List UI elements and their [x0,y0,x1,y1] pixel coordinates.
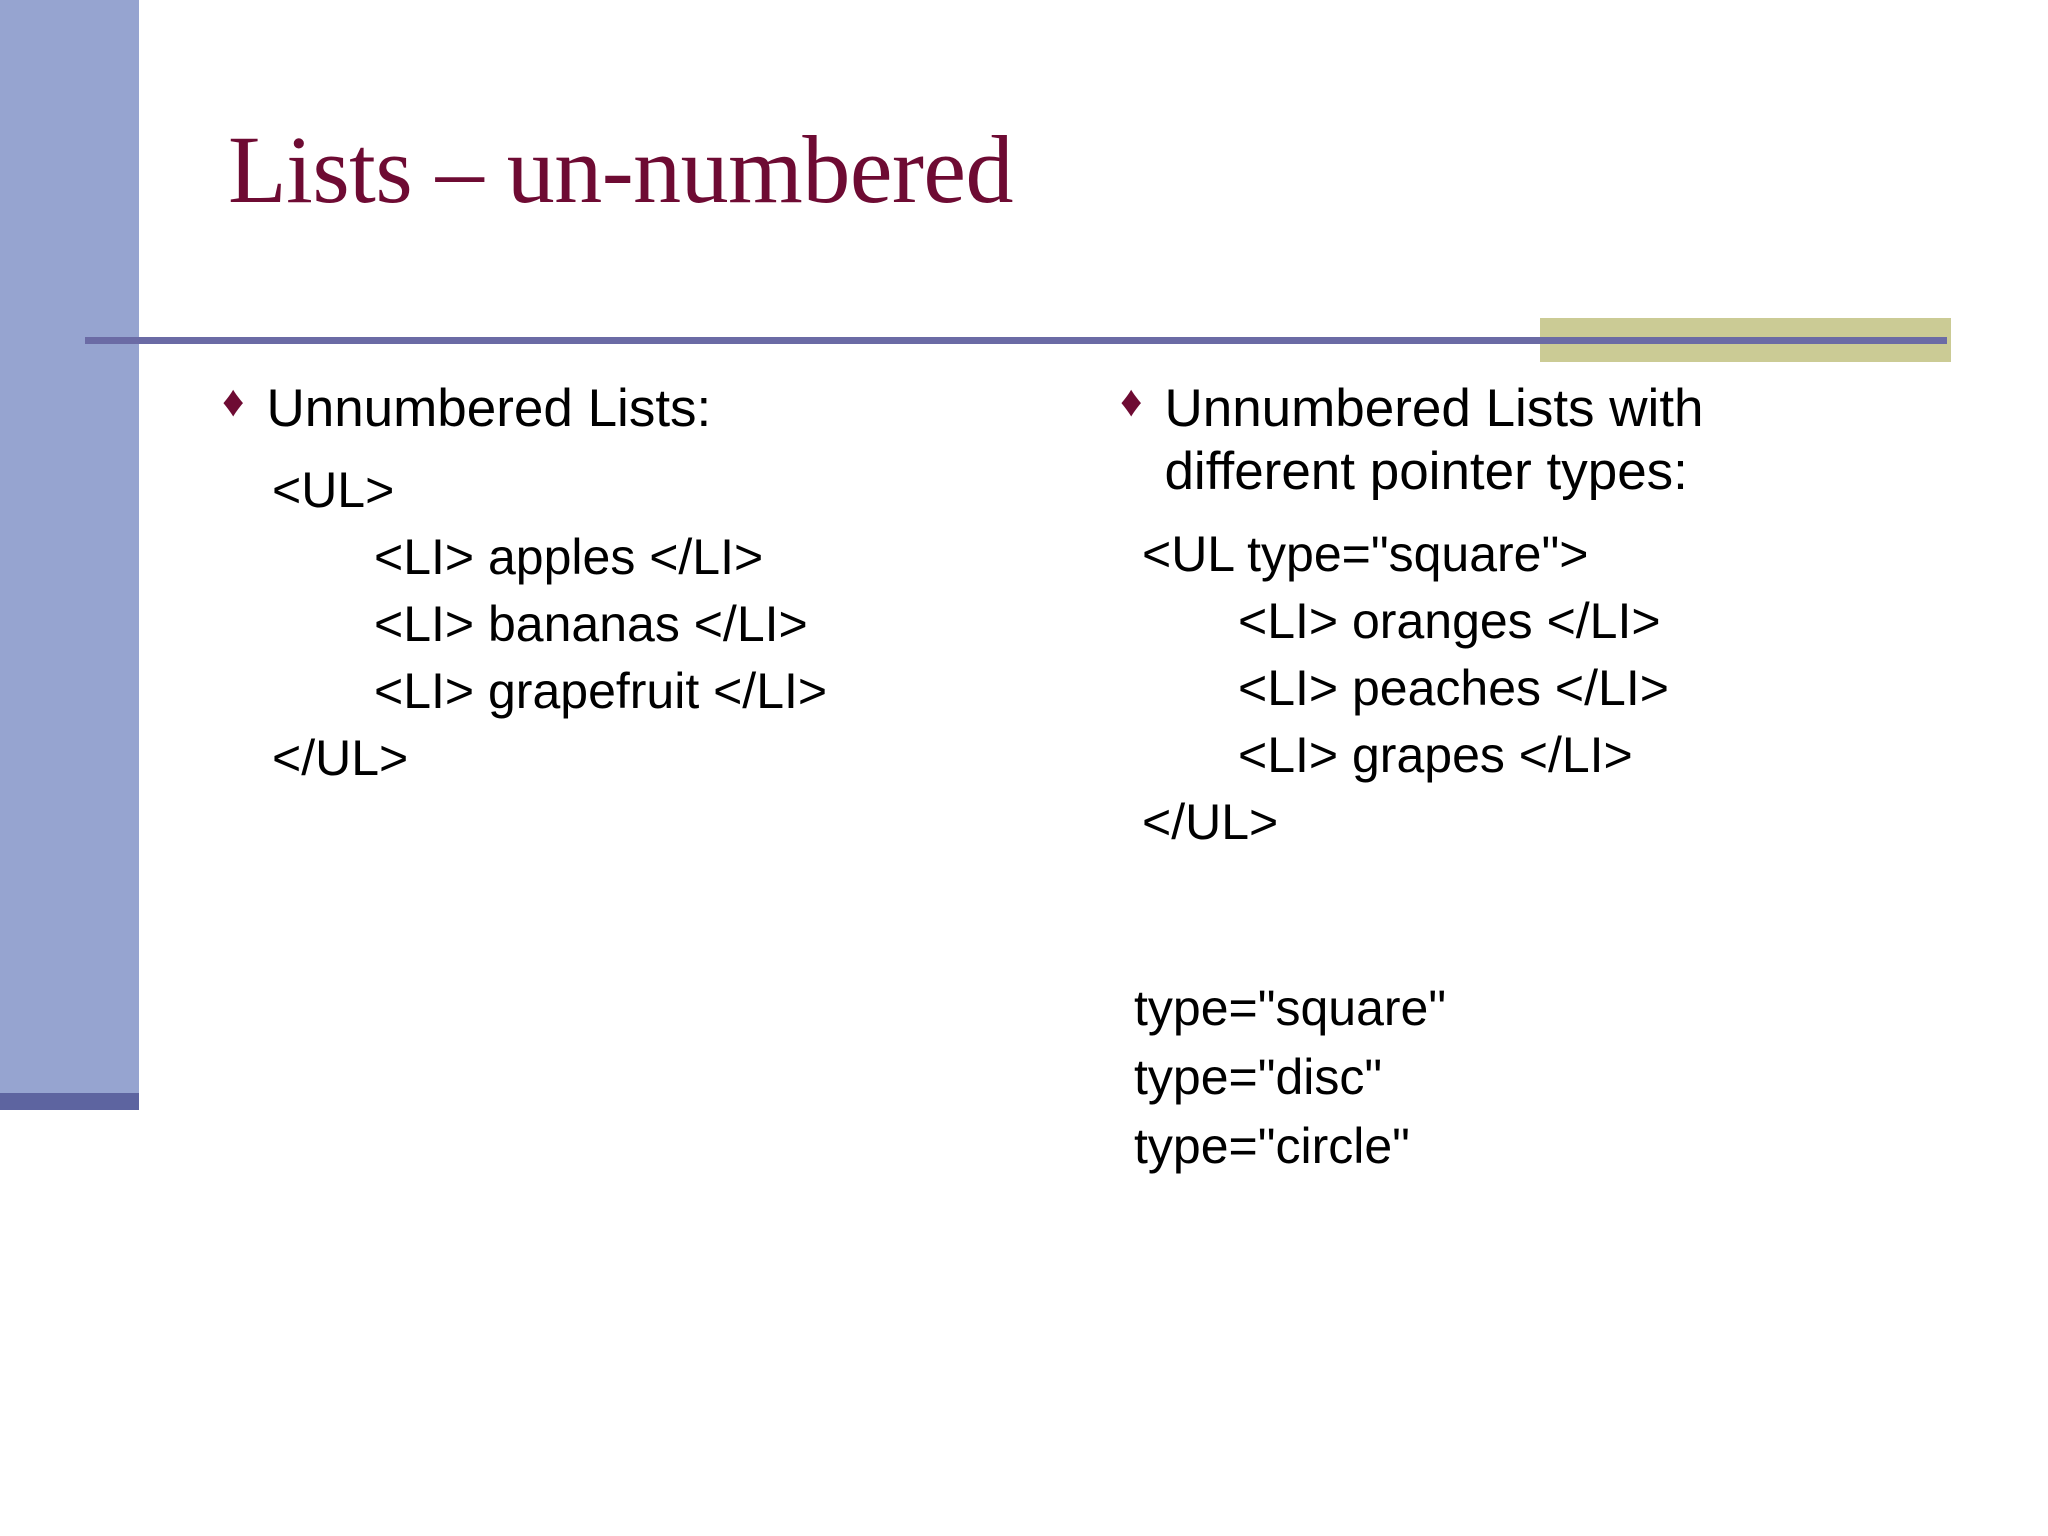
code-line: <LI> peaches </LI> [1238,660,1669,717]
code-line: </UL> [1142,794,1279,851]
left-code-block: <UL> <LI> apples </LI> <LI> bananas </LI… [222,457,1092,792]
pointer-type-line: type="disc" [1134,1049,1383,1106]
left-content-column: ♦ Unnumbered Lists: <UL> <LI> apples </L… [222,377,1092,792]
diamond-bullet-icon: ♦ [1120,377,1143,426]
right-code-block: <UL type="square"> <LI> oranges </LI> <L… [1120,521,1970,856]
code-line: <LI> bananas </LI> [374,595,808,652]
sidebar-decoration-foot [0,1093,139,1110]
code-line: <LI> apples </LI> [374,528,764,585]
left-column-heading-row: ♦ Unnumbered Lists: [222,377,1092,441]
right-column-heading-line-1: Unnumbered Lists with [1164,379,1704,438]
code-line: </UL> [272,729,409,786]
right-column-heading-row: ♦ Unnumbered Lists with different pointe… [1120,377,1970,503]
right-content-column: ♦ Unnumbered Lists with different pointe… [1120,377,1970,1181]
sidebar-decoration-band [0,0,139,1107]
diamond-bullet-icon: ♦ [222,377,245,426]
code-line: <UL type="square"> [1142,526,1589,583]
right-column-heading-line-2: different pointer types: [1164,441,1688,501]
left-column-heading: Unnumbered Lists: [266,379,712,438]
right-column-heading: Unnumbered Lists with different pointer … [1164,378,1703,503]
code-line: <LI> grapes </LI> [1238,727,1633,784]
pointer-type-line: type="circle" [1134,1118,1410,1175]
code-line: <LI> oranges </LI> [1238,593,1661,650]
code-line: <UL> [272,461,395,518]
pointer-type-line: type="square" [1134,980,1447,1037]
title-underline-rule [85,337,1947,344]
code-line: <LI> grapefruit </LI> [374,662,828,719]
pointer-type-examples: type="square" type="disc" type="circle" [1120,974,1970,1181]
slide-title: Lists – un-numbered [228,116,1014,223]
